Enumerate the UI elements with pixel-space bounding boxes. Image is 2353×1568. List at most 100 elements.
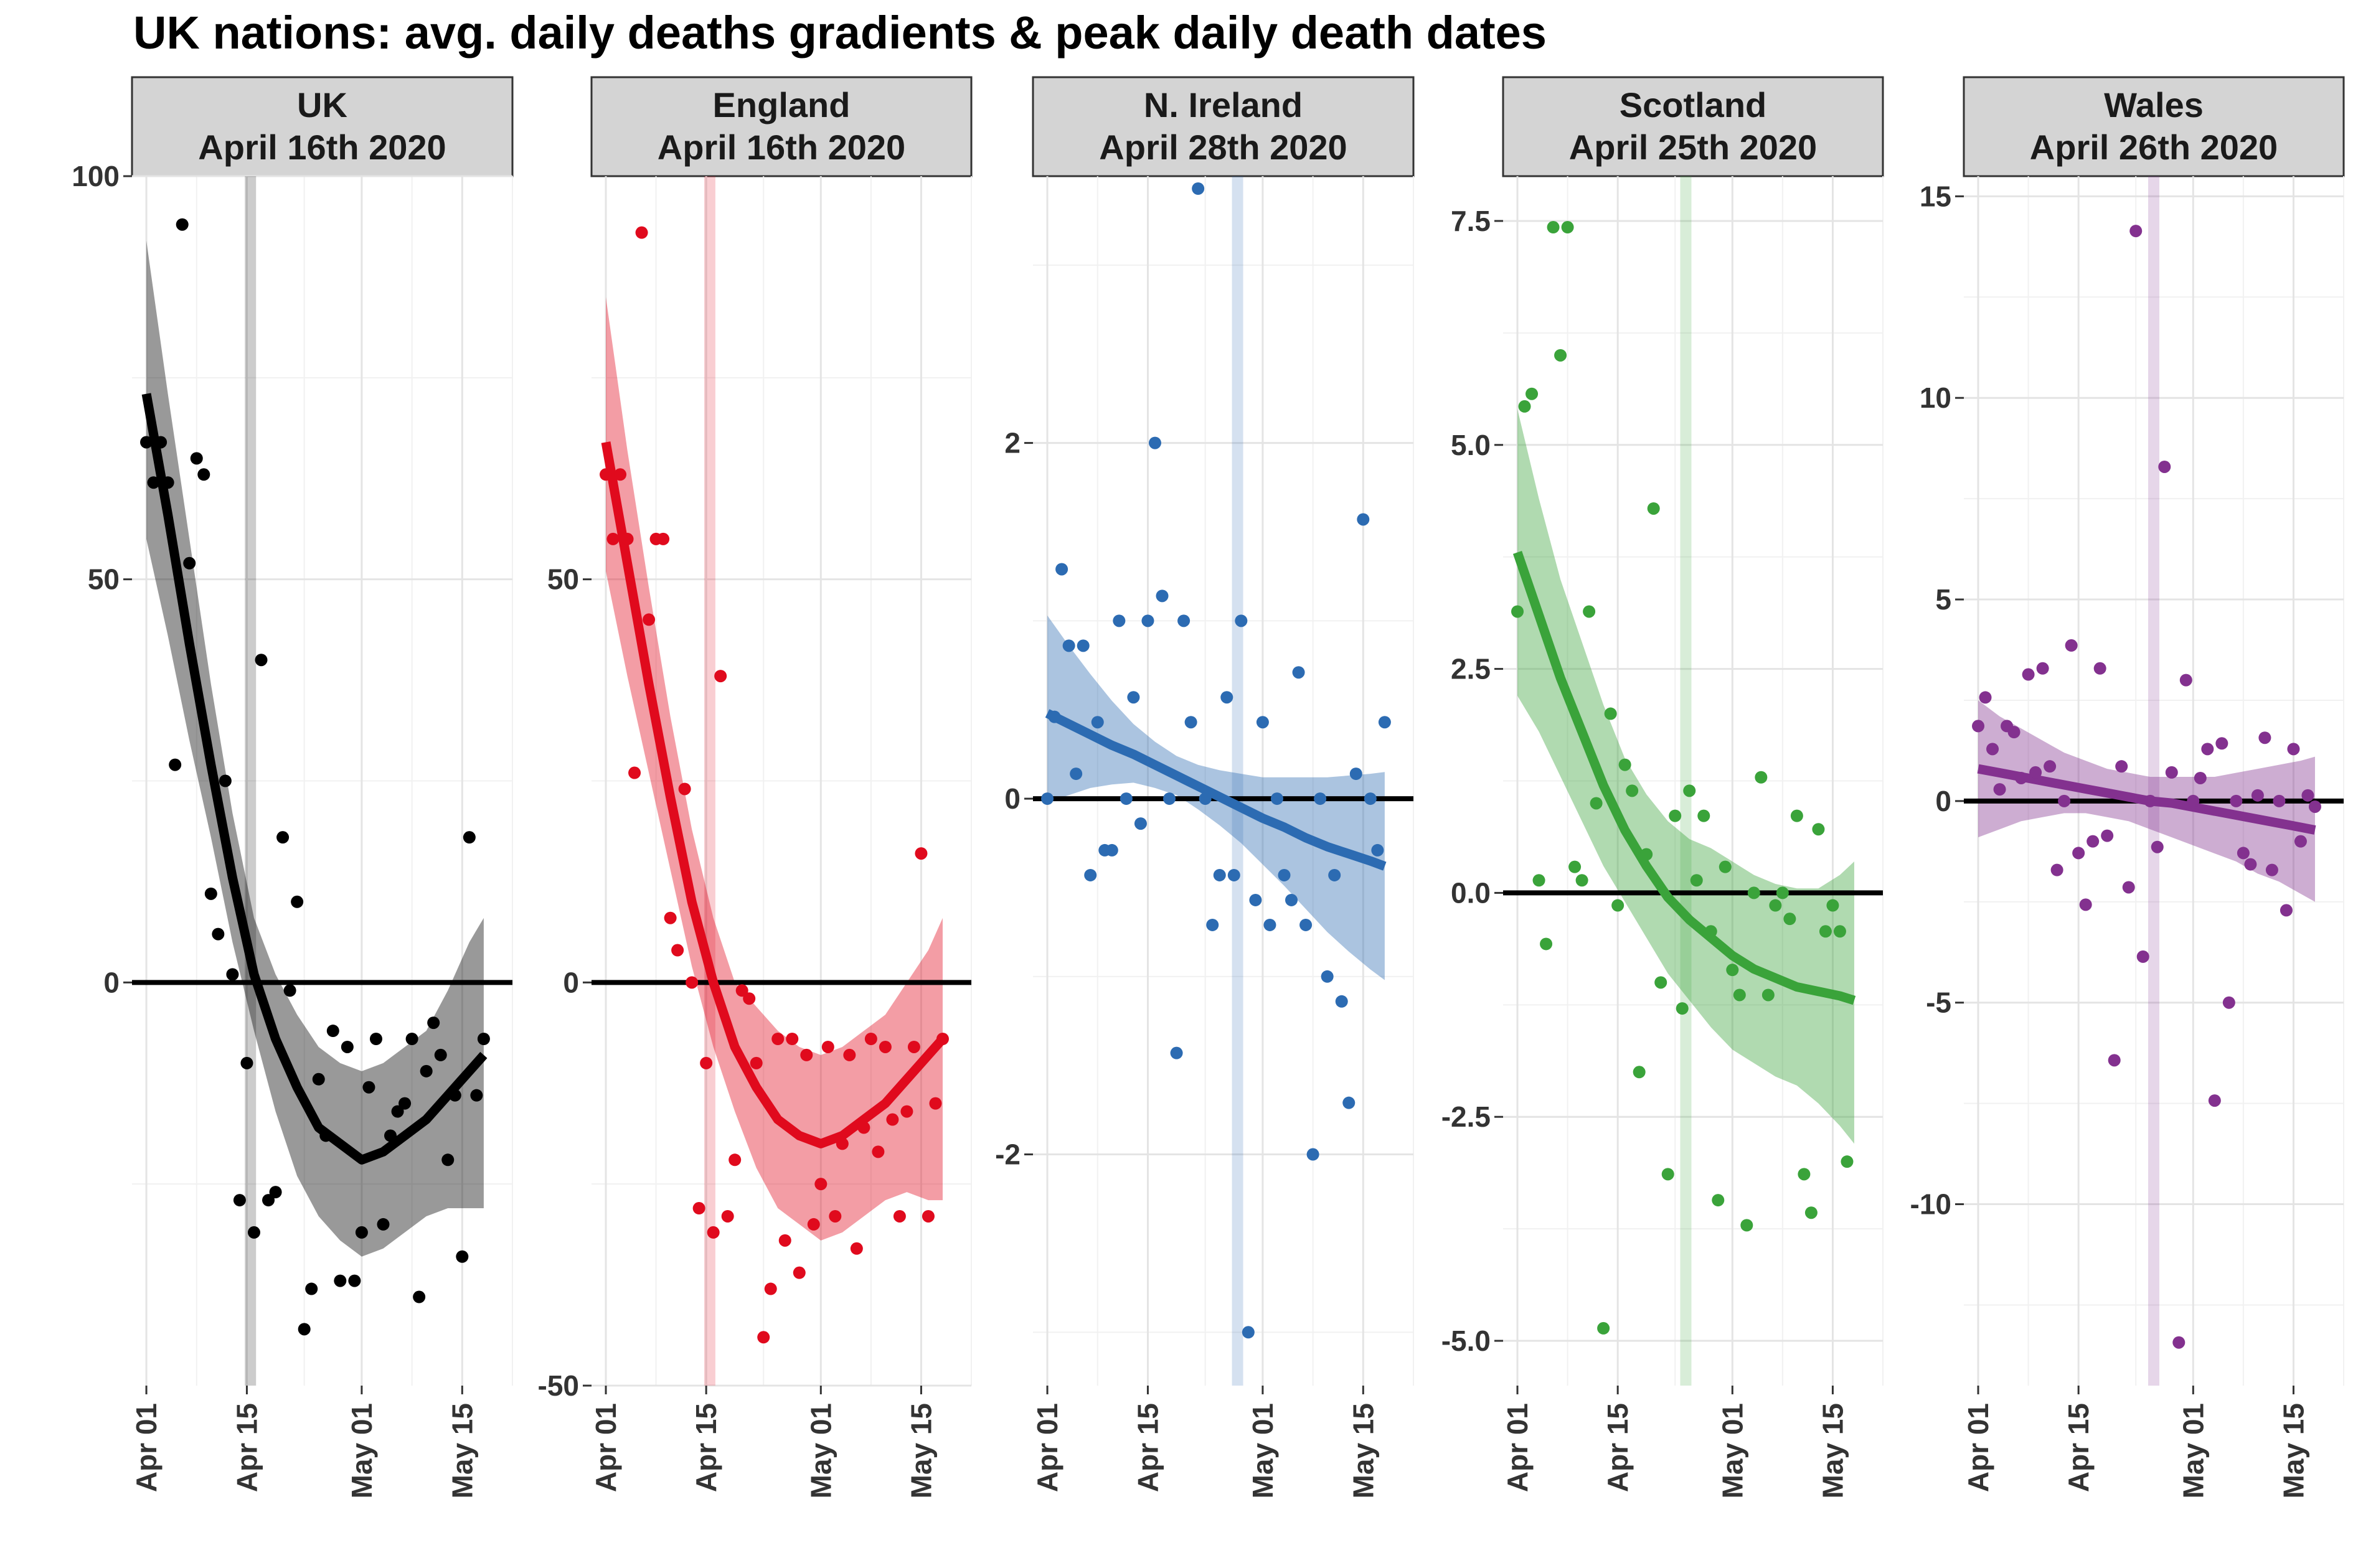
data-point-scotland [1705, 925, 1717, 937]
data-point-n-ireland [1171, 1047, 1183, 1059]
data-point-n-ireland [1299, 919, 1312, 931]
data-point-scotland [1762, 988, 1775, 1001]
data-point-scotland [1748, 886, 1760, 899]
data-point-wales [2201, 743, 2214, 755]
data-point-wales [2101, 830, 2113, 842]
data-point-uk [348, 1275, 361, 1287]
data-point-england [614, 468, 626, 481]
data-point-n-ireland [1364, 792, 1377, 805]
data-point-wales [2273, 795, 2285, 807]
data-point-wales [2029, 766, 2042, 779]
data-point-england [836, 1137, 849, 1150]
strip-label-n-ireland: N. Ireland [1144, 85, 1303, 124]
data-point-scotland [1697, 810, 1710, 822]
data-point-wales [2180, 674, 2192, 687]
data-point-wales [2301, 789, 2314, 802]
data-point-wales [2172, 1336, 2185, 1349]
data-point-england [936, 1033, 949, 1045]
x-tick-label-england: Apr 15 [690, 1403, 722, 1492]
strip-peak-date-uk: April 16th 2020 [198, 128, 446, 167]
data-point-n-ireland [1314, 792, 1326, 805]
data-point-scotland [1626, 784, 1638, 797]
x-tick-label-n-ireland: May 15 [1347, 1403, 1379, 1498]
data-point-wales [2037, 662, 2049, 675]
data-point-england [829, 1210, 841, 1223]
data-point-england [771, 1033, 784, 1045]
data-point-wales [2187, 795, 2199, 807]
data-point-scotland [1511, 605, 1524, 617]
data-point-uk [449, 1089, 461, 1102]
data-point-wales [2129, 225, 2142, 237]
data-point-n-ireland [1220, 691, 1233, 703]
data-point-uk [427, 1016, 440, 1029]
data-point-england [700, 1057, 712, 1069]
strip-label-scotland: Scotland [1620, 85, 1766, 124]
data-point-scotland [1633, 1066, 1646, 1078]
data-point-wales [2123, 881, 2135, 893]
data-point-england [808, 1218, 820, 1231]
data-point-scotland [1533, 874, 1545, 886]
data-point-scotland [1540, 937, 1552, 950]
data-point-uk [240, 1057, 253, 1069]
data-point-england [822, 1041, 834, 1053]
data-point-england [679, 782, 691, 795]
data-point-england [722, 1210, 734, 1223]
strip-peak-date-wales: April 26th 2020 [2030, 128, 2278, 167]
data-point-wales [2280, 904, 2293, 916]
data-point-n-ireland [1134, 817, 1147, 830]
data-point-n-ireland [1041, 792, 1054, 805]
data-point-scotland [1726, 964, 1738, 976]
data-point-uk [154, 436, 167, 448]
data-point-england [743, 992, 755, 1005]
x-tick-label-n-ireland: Apr 15 [1131, 1403, 1164, 1492]
data-point-uk [334, 1275, 346, 1287]
data-point-scotland [1583, 605, 1595, 617]
data-point-scotland [1819, 925, 1832, 937]
data-point-england [636, 227, 648, 239]
data-point-uk [226, 968, 238, 980]
data-point-n-ireland [1350, 768, 1362, 780]
data-point-scotland [1676, 1002, 1689, 1015]
y-tick-label-wales: 10 [1920, 382, 1951, 414]
data-point-scotland [1769, 899, 1781, 912]
data-point-n-ireland [1293, 666, 1305, 678]
data-point-wales [2044, 760, 2056, 772]
data-point-wales [2151, 841, 2164, 853]
data-point-n-ireland [1336, 995, 1348, 1008]
data-point-n-ireland [1077, 639, 1090, 652]
data-point-n-ireland [1063, 639, 1075, 652]
data-point-wales [2072, 847, 2085, 859]
strip-peak-date-scotland: April 25th 2020 [1569, 128, 1817, 167]
data-point-n-ireland [1127, 691, 1139, 703]
y-tick-label-scotland: 7.5 [1451, 205, 1491, 237]
data-point-uk [456, 1251, 468, 1263]
data-point-wales [2087, 835, 2099, 848]
data-point-scotland [1654, 976, 1667, 988]
y-tick-label-uk: 100 [72, 160, 120, 192]
data-point-england [814, 1178, 827, 1190]
y-tick-label-wales: 15 [1920, 180, 1951, 212]
data-point-wales [2237, 847, 2250, 859]
data-point-england [707, 1226, 720, 1239]
y-tick-label-england: 0 [563, 966, 579, 998]
data-point-uk [276, 831, 289, 843]
data-point-n-ireland [1321, 970, 1334, 983]
x-tick-label-scotland: Apr 01 [1501, 1403, 1534, 1492]
data-point-wales [2166, 766, 2178, 779]
data-point-wales [2244, 858, 2256, 871]
data-point-wales [2137, 951, 2149, 963]
peak-date-band-uk [245, 176, 256, 1386]
data-point-wales [2008, 726, 2021, 738]
data-point-england [865, 1033, 877, 1045]
data-point-scotland [1805, 1206, 1818, 1219]
data-point-wales [2258, 731, 2271, 744]
data-point-wales [2065, 639, 2078, 652]
data-point-england [714, 670, 727, 682]
data-point-n-ireland [1106, 844, 1118, 857]
data-point-scotland [1597, 1322, 1610, 1335]
x-tick-label-n-ireland: May 01 [1247, 1403, 1279, 1498]
data-point-n-ireland [1235, 614, 1247, 627]
data-point-uk [191, 452, 203, 464]
data-point-uk [219, 775, 232, 787]
data-point-uk [197, 468, 210, 481]
